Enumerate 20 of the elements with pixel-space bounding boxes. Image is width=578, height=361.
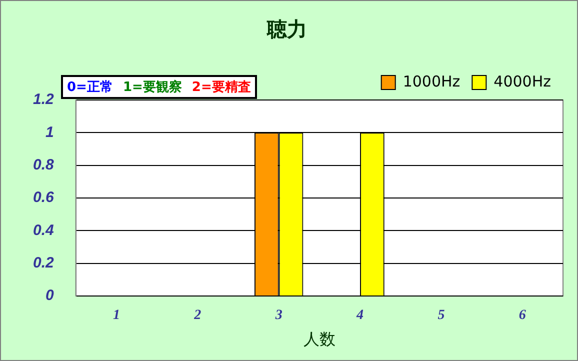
y-tick-label: 0.6 [32,189,54,206]
text: 0=正常 [67,80,113,95]
x-tick-label: 4 [356,308,364,324]
x-tick-label: 3 [274,308,282,324]
y-tick-label: 0.2 [32,254,54,272]
x-axis-title: 人数 [303,330,336,349]
text: 2=要精査 [192,80,251,95]
legend-label: 4000Hz [494,72,552,90]
chart-title: 聴力 [266,17,307,42]
x-tick-label: 5 [438,308,445,324]
legend-label: 1000Hz [402,72,460,90]
y-tick-label: 1 [46,124,54,141]
x-tick-label: 2 [193,308,202,324]
x-tick-label: 1 [112,308,120,324]
y-tick-label: 0.8 [32,156,54,174]
y-tick-label: 0.4 [32,222,54,239]
y-tick-label: 1.2 [32,91,54,108]
y-tick-label: 0 [46,287,55,304]
text: 1=要観察 [122,80,182,95]
x-tick-label: 6 [518,308,526,324]
